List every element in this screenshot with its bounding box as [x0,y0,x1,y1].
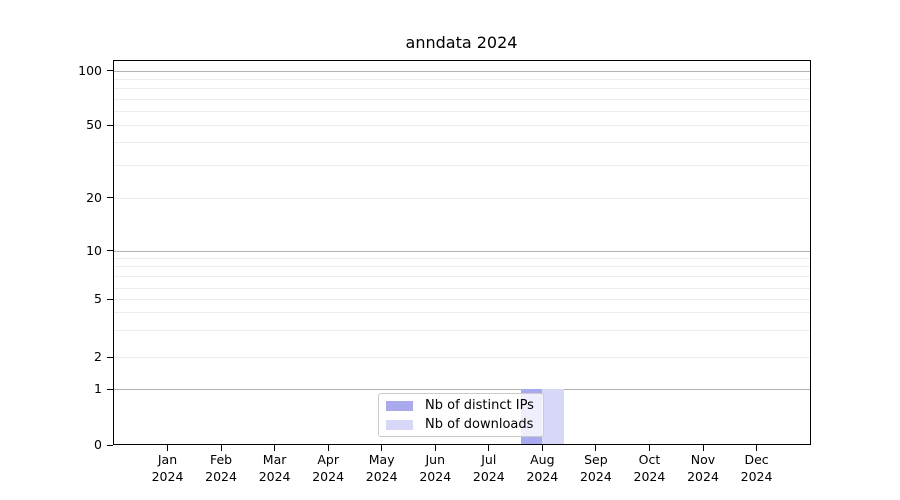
x-tick-month: Jan [157,452,178,467]
x-tick-mark [488,445,490,451]
x-tick-label: Sep 2024 [568,452,624,485]
y-tick-label: 0 [94,437,102,452]
x-tick-label: Dec 2024 [729,452,785,485]
x-tick-mark [327,445,329,451]
x-tick-mark [541,445,543,451]
x-tick-label: Jul 2024 [461,452,517,485]
x-tick-month: Oct [638,452,661,467]
x-tick-month: Mar [262,452,287,467]
x-tick-year: 2024 [579,468,612,484]
legend-item-distinct-ips: Nb of distinct IPs [386,398,543,413]
major-gridline [113,250,810,252]
x-tick-year: 2024 [740,468,773,484]
y-tick-label: 100 [78,62,102,78]
downloads-swatch [386,419,413,430]
x-tick-label: Mar 2024 [247,452,303,485]
minor-gridline [113,330,810,331]
x-tick-year: 2024 [365,468,398,484]
minor-gridline [113,276,810,277]
y-tick-mark [107,70,113,71]
x-tick-year: 2024 [258,468,291,484]
x-tick-month: Sep [584,452,608,467]
y-tick-label: 2 [94,349,102,364]
y-tick-label: 20 [86,189,102,205]
minor-gridline [113,197,810,199]
minor-gridline [113,312,810,313]
x-tick-month: Feb [209,452,233,467]
legend-label-distinct-ips: Nb of distinct IPs [425,398,534,413]
x-tick-year: 2024 [419,468,452,484]
minor-gridline [113,79,810,80]
minor-gridline [113,125,810,126]
x-tick-label: Apr 2024 [300,452,356,485]
y-tick-label: 50 [86,117,102,132]
x-tick-year: 2024 [151,468,184,484]
x-tick-label: May 2024 [354,452,410,485]
x-tick-month: Dec [744,452,769,467]
x-tick-month: Jul [481,452,497,467]
x-tick-month: Nov [690,452,716,467]
x-tick-mark [702,445,704,451]
x-tick-year: 2024 [205,468,237,484]
y-tick-label: 1 [94,381,102,396]
minor-gridline [113,142,810,143]
y-tick-label: 5 [94,291,102,306]
y-tick-label: 10 [86,242,102,258]
x-tick-label: Feb 2024 [193,452,249,485]
y-tick-mark [107,388,113,390]
minor-gridline [113,110,810,112]
x-tick-mark [595,445,597,451]
x-tick-year: 2024 [472,468,505,484]
y-tick-mark [107,444,113,446]
x-tick-label: Jan 2024 [140,452,196,485]
x-tick-mark [167,445,168,451]
x-tick-mark [381,445,383,451]
x-tick-year: 2024 [526,468,559,484]
x-tick-label: Nov 2024 [675,452,731,485]
bar-nb-of-downloads [542,389,564,445]
legend-item-downloads: Nb of downloads [386,417,543,432]
minor-gridline [113,266,810,267]
plot-area [112,60,811,445]
x-tick-mark [274,445,276,451]
minor-gridline [113,357,810,358]
x-tick-month: Apr [317,452,339,467]
distinct-ips-swatch [386,400,413,411]
major-gridline [113,70,810,72]
legend-label-downloads: Nb of downloads [425,417,534,432]
x-tick-label: Aug 2024 [514,452,570,485]
x-tick-month: May [368,452,395,467]
minor-gridline [113,299,810,300]
x-tick-mark [648,445,650,451]
major-gridline [113,389,810,390]
x-tick-year: 2024 [312,468,345,484]
y-tick-mark [107,298,113,300]
minor-gridline [113,98,810,100]
x-tick-label: Jun 2024 [407,452,463,485]
y-tick-mark [107,356,113,358]
chart-title: anndata 2024 [405,33,518,52]
x-tick-mark [220,445,222,451]
x-tick-month: Jun [425,452,446,467]
y-tick-mark [107,124,113,126]
y-tick-mark [107,197,113,198]
y-tick-mark [107,250,113,251]
minor-gridline [113,288,810,289]
x-tick-year: 2024 [633,468,666,484]
x-tick-year: 2024 [687,468,719,484]
x-tick-mark [756,445,758,451]
minor-gridline [113,165,810,166]
x-tick-month: Aug [530,452,555,467]
minor-gridline [113,258,810,259]
minor-gridline [113,88,810,89]
x-tick-mark [434,445,436,451]
x-tick-label: Oct 2024 [621,452,677,485]
legend: Nb of distinct IPs Nb of downloads [378,393,544,437]
